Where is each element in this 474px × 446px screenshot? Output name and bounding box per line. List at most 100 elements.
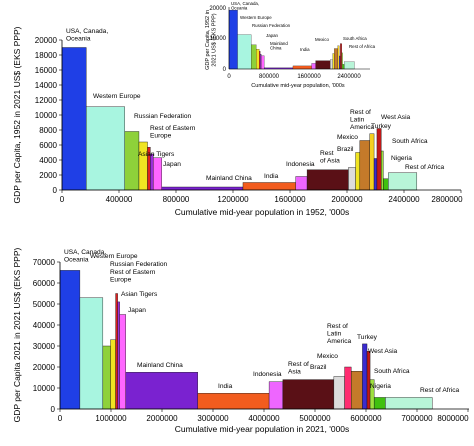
y1952-bar-western-europe-1 <box>86 106 125 191</box>
bar-label: Japan <box>163 161 181 168</box>
inset-bar-label: Mexico <box>315 37 329 42</box>
inset-bar-label-line: USA, Canada, <box>231 1 259 6</box>
inset-bar-label-line: China <box>270 46 282 51</box>
bar-label: Brazil <box>337 146 354 153</box>
bar-label: Mainland China <box>206 175 252 182</box>
bar-label: South Africa <box>392 138 428 145</box>
inset-chart: 0 10000 20000 0 800000 1600000 2400000 C… <box>202 0 376 90</box>
bar-label-line: Rest of <box>350 109 371 116</box>
y1952-bar-japan-6 <box>152 157 162 191</box>
x-tick-label: 0 <box>58 414 63 423</box>
y2021-bar-japan-6 <box>119 314 126 410</box>
inset-bar-label: South Africa <box>343 36 367 41</box>
y2021-bar-western-europe-1 <box>79 297 104 410</box>
inset-bar-label-line: Oceania <box>231 6 248 11</box>
bar-label-line: Oceania <box>66 36 91 43</box>
inset-bar-label: Russian Federation <box>252 23 291 28</box>
bar-label-line: Asia <box>288 369 301 376</box>
y-tick-label: 0 <box>51 405 56 414</box>
x-tick-label: 0 <box>60 195 65 204</box>
x-tick-label: 2400000 <box>388 195 420 204</box>
bar-labels-2021: USA, Canada, Oceania Western Europe Russi… <box>64 249 460 394</box>
bar-label-line: Rest of Eastern <box>150 125 196 132</box>
bar-label-line: USA, Canada, <box>64 249 106 256</box>
x-tick-label: 6000000 <box>350 414 382 423</box>
y1952-bar-rest-of-latin-america-13 <box>359 140 371 191</box>
inset-bar-label-line: Mainland <box>270 41 288 46</box>
bar-label: Rest of Eastern Europe <box>150 125 196 140</box>
y2021-bar-russian-federation-4 <box>115 293 118 410</box>
x-ticks-2021: 0 1000000 2000000 3000000 4000000 500000… <box>58 409 469 423</box>
inset-bar-label: Mainland China <box>270 41 288 51</box>
y-tick-label: 12000 <box>35 96 58 105</box>
y2021-bar-mexico-12 <box>344 366 352 410</box>
y2021-bar-usa-canada-oceania-0 <box>59 270 81 410</box>
x-ticks-1952: 0 400000 800000 1200000 1600000 2000000 … <box>60 190 463 204</box>
y1952-bar-rest-of-asia-10 <box>306 169 349 191</box>
bar-label-line: Oceania <box>64 257 89 264</box>
y1952-bar-south-africa-17 <box>381 150 384 191</box>
y1952-bar-turkey-15 <box>373 158 378 191</box>
y2021-bar-rest-of-latin-america-13 <box>351 371 363 410</box>
y2021-bar-rest-of-eastern-europe-3 <box>110 339 116 410</box>
bar-label-line: USA, Canada, <box>66 28 108 35</box>
bar-label: Indonesia <box>286 161 315 168</box>
bar-label-line: Europe <box>110 277 132 284</box>
y1952-bar-russian-federation-2 <box>124 131 140 191</box>
bar-label: Brazil <box>310 364 327 371</box>
bar-label: Mainland China <box>137 362 183 369</box>
bar-label: Asian Tigers <box>121 291 158 298</box>
y-tick-label: 60000 <box>33 279 56 288</box>
y1952-bar-indonesia-9 <box>295 176 308 191</box>
y1952-bar-india-8 <box>242 182 296 191</box>
y2021-bar-west-asia-15 <box>366 351 371 410</box>
bar-label: Rest of Eastern Europe <box>110 269 156 284</box>
y-ticks-2021: 0 10000 20000 30000 40000 50000 60000 70… <box>33 258 60 414</box>
x-tick-label: 2000000 <box>331 195 363 204</box>
inset-bar-western-europe-1 <box>237 34 252 70</box>
inset-bar-label: USA, Canada, Oceania <box>231 1 259 11</box>
inset-bar-russian-federation-2 <box>251 44 257 70</box>
y-tick-label: 30000 <box>33 342 56 351</box>
x-tick-label: 7000000 <box>401 414 433 423</box>
y1952-bar-brazil-11 <box>348 167 356 191</box>
y-tick-label: 16000 <box>35 66 58 75</box>
bars-1952 <box>61 47 418 191</box>
y-tick-label: 4000 <box>39 156 57 165</box>
inset-bar-label: Japan <box>266 33 279 38</box>
inset-bar-rest-of-latin-america-13 <box>334 48 338 70</box>
y2021-bar-brazil-11 <box>333 376 345 410</box>
y2021-bar-unlabeled-2 <box>102 345 111 410</box>
bar-label: Rest of Asia <box>288 361 309 376</box>
x-tick-label: 800000 <box>163 195 190 204</box>
y2021-bar-india-8 <box>197 393 270 410</box>
bar-label: Turkey <box>371 123 392 130</box>
inset-x-tick: 1600000 <box>297 74 321 80</box>
inset-x-axis-label: Cumulative mid-year population, '000s <box>251 83 345 89</box>
y-tick-label: 20000 <box>35 36 58 45</box>
bar-label: Japan <box>128 307 146 314</box>
inset-bar-asian-tigers-5 <box>260 53 262 70</box>
bar-label: USA, Canada, Oceania <box>66 28 108 43</box>
inset-bar-indonesia-9 <box>311 63 316 70</box>
inset-y-label-line: GDP per Capita, 1952 in <box>205 10 211 70</box>
x-tick-label: 5000000 <box>299 414 331 423</box>
bar-label: Mexico <box>337 134 358 141</box>
bar-label: Indonesia <box>253 371 282 378</box>
bar-label-line: America <box>350 124 375 131</box>
y2021-bar-indonesia-9 <box>268 381 284 410</box>
inset-bar-usa-canada-oceania-0 <box>228 9 238 70</box>
inset-bar-india-8 <box>292 65 312 70</box>
y-tick-label: 70000 <box>33 258 56 267</box>
inset-bars <box>228 9 355 70</box>
y1952-bar-mexico-12 <box>355 152 361 191</box>
inset-bar-unlabeled-14 <box>337 45 340 70</box>
inset-x-tick: 2400000 <box>337 74 361 80</box>
bar-label-line: Europe <box>150 133 172 140</box>
bar-label: India <box>264 173 279 180</box>
x-tick-label: 1000000 <box>95 414 127 423</box>
bar-label: Western Europe <box>93 93 141 100</box>
x-tick-label: 2800000 <box>431 195 463 204</box>
bar-label: Turkey <box>357 334 378 341</box>
bar-label: Rest of Latin America <box>350 109 375 131</box>
